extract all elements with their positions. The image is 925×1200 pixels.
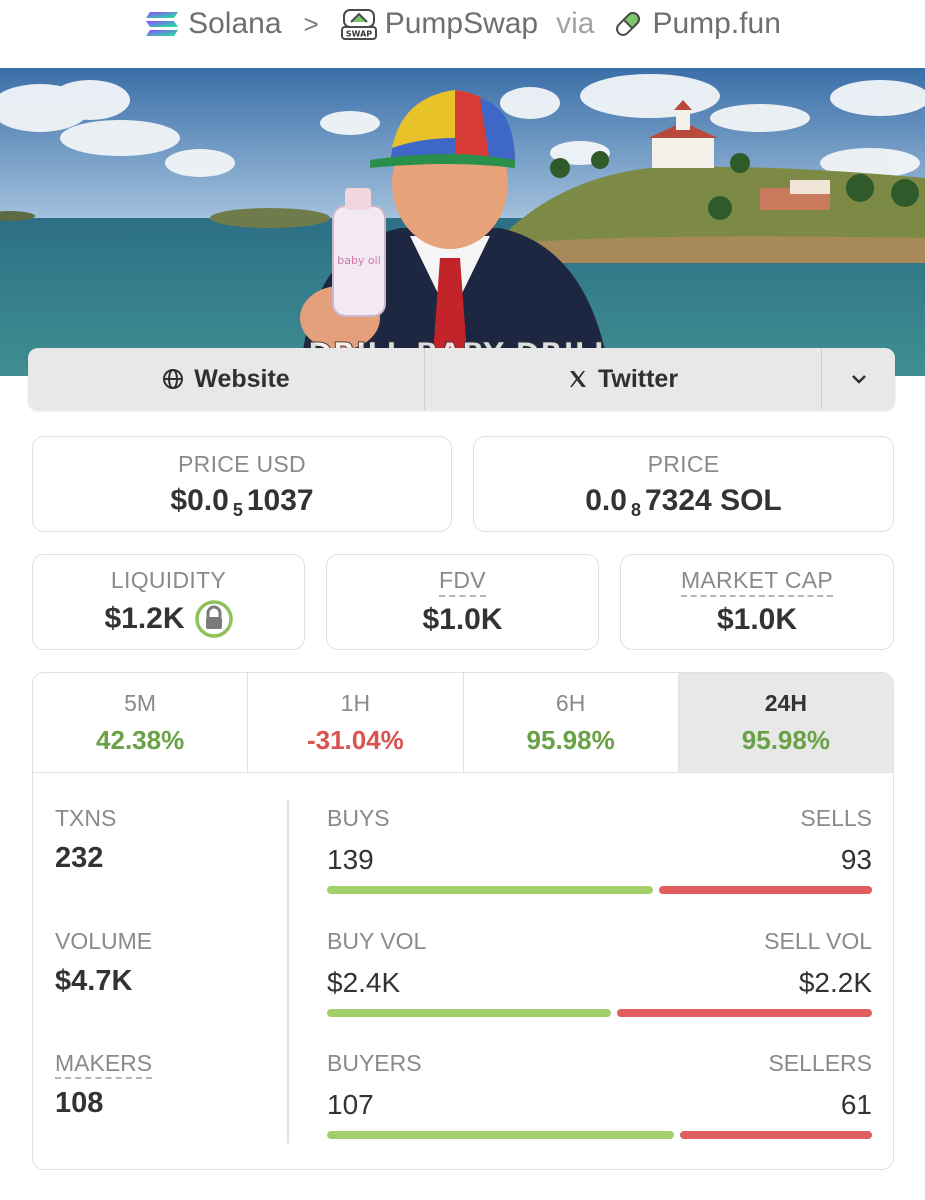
tab-24h[interactable]: 24H 95.98% [678,673,893,772]
txns-value: 232 [55,842,104,874]
price-usd-label: PRICE USD [178,450,306,477]
volume-bar [327,1009,872,1017]
trade-stats: TXNS 232 VOLUME $4.7K MAKERS 108 BUYS SE… [33,773,893,1169]
buys-sells-bar [327,886,872,894]
fdv-label[interactable]: FDV [439,567,486,597]
price-native-label: PRICE [647,450,720,477]
makers-bar [327,1131,872,1139]
pill-icon [612,8,644,40]
fdv-card: FDV $1.0K [326,554,599,650]
txns-stat: TXNS 232 [55,805,116,875]
price-native-card: PRICE 0.0 8 7324 SOL [473,436,894,532]
buyers-sellers-row: BUYERS SELLERS 107 61 [327,1050,872,1139]
volume-stat: VOLUME $4.7K [55,928,152,998]
sells-value: 93 [840,844,872,875]
buy-vol-value: $2.4K [327,967,401,998]
liquidity-value: $1.2K [104,599,233,638]
makers-stat: MAKERS 108 [55,1050,153,1120]
solana-logo-icon [144,10,180,38]
market-cap-card: MARKET CAP $1.0K [620,554,894,650]
timeframe-tabs: 5M 42.38% 1H -31.04% 6H 95.98% 24H 95.98… [33,673,893,773]
social-links-bar: Website Twitter [28,348,895,410]
liquidity-label: LIQUIDITY [110,566,227,593]
sellers-value: 61 [840,1089,872,1120]
tab-change: 95.98% [526,724,615,755]
volume-label: VOLUME [55,928,153,954]
txns-label: TXNS [55,805,117,831]
buy-vol-label: BUY VOL [327,928,427,954]
tab-change: -31.04% [306,724,404,755]
chain-link[interactable]: Solana [144,7,282,41]
sellers-label: SELLERS [768,1050,872,1076]
buy-bar-fill [327,1131,675,1139]
svg-text:SWAP: SWAP [346,30,372,39]
buy-bar-fill [327,886,654,894]
sell-vol-label: SELL VOL [764,928,872,954]
website-label: Website [194,364,290,393]
buyers-label: BUYERS [327,1050,422,1076]
liquidity-card: LIQUIDITY $1.2K [32,554,305,650]
buyers-value: 107 [327,1089,374,1120]
buy-bar-fill [327,1009,612,1017]
buys-value: 139 [327,844,374,875]
lock-icon[interactable] [194,599,233,638]
tab-6h[interactable]: 6H 95.98% [464,673,679,772]
tab-label: 5M [124,689,157,716]
pumpswap-logo-icon: SWAP [340,8,377,40]
dex-name: PumpSwap [384,7,539,40]
more-links-button[interactable] [822,348,895,410]
fdv-value: $1.0K [422,603,503,636]
twitter-label: Twitter [597,364,679,393]
sells-label: SELLS [800,805,872,831]
tab-change: 95.98% [741,724,830,755]
breadcrumb-separator: > [303,8,319,39]
svg-text:baby oil: baby oil [337,254,381,267]
price-native-value: 0.0 8 7324 SOL [585,483,782,520]
sell-bar-fill [680,1131,872,1139]
chevron-down-icon [849,372,869,386]
volume-value: $4.7K [55,965,133,997]
makers-value: 108 [55,1087,104,1119]
via-text: via [556,7,595,40]
price-usd-card: PRICE USD $0.0 5 1037 [32,436,452,532]
tab-label: 24H [764,689,807,716]
launchpad-name: Pump.fun [652,7,781,40]
market-cap-label[interactable]: MARKET CAP [680,567,834,597]
x-logo-icon [568,369,588,389]
sell-bar-fill [617,1009,872,1017]
twitter-button[interactable]: Twitter [425,348,822,410]
chain-name: Solana [188,7,282,40]
price-usd-value: $0.0 5 1037 [170,483,314,520]
tab-label: 1H [340,689,371,716]
website-button[interactable]: Website [28,348,425,410]
tab-1h[interactable]: 1H -31.04% [248,673,464,772]
sell-bar-fill [659,886,872,894]
globe-icon [162,368,184,390]
launchpad-link[interactable]: Pump.fun [612,7,781,41]
buys-label: BUYS [327,805,390,831]
market-cap-value: $1.0K [716,603,798,636]
tab-change: 42.38% [96,724,185,755]
timeframe-stats-panel: 5M 42.38% 1H -31.04% 6H 95.98% 24H 95.98… [32,672,894,1170]
tab-label: 6H [555,689,586,716]
sell-vol-value: $2.2K [798,967,872,998]
buys-sells-row: BUYS SELLS 139 93 [327,805,872,894]
dex-link[interactable]: SWAP PumpSwap [340,7,539,41]
makers-label[interactable]: MAKERS [55,1050,153,1079]
token-banner-image: baby oil DRILL BABY DRILL [0,68,925,376]
tab-5m[interactable]: 5M 42.38% [33,673,249,772]
breadcrumb: Solana > SWAP PumpSwap via [0,0,925,48]
stats-divider [287,799,289,1143]
buy-sell-volume-row: BUY VOL SELL VOL $2.4K $2.2K [327,928,872,1017]
